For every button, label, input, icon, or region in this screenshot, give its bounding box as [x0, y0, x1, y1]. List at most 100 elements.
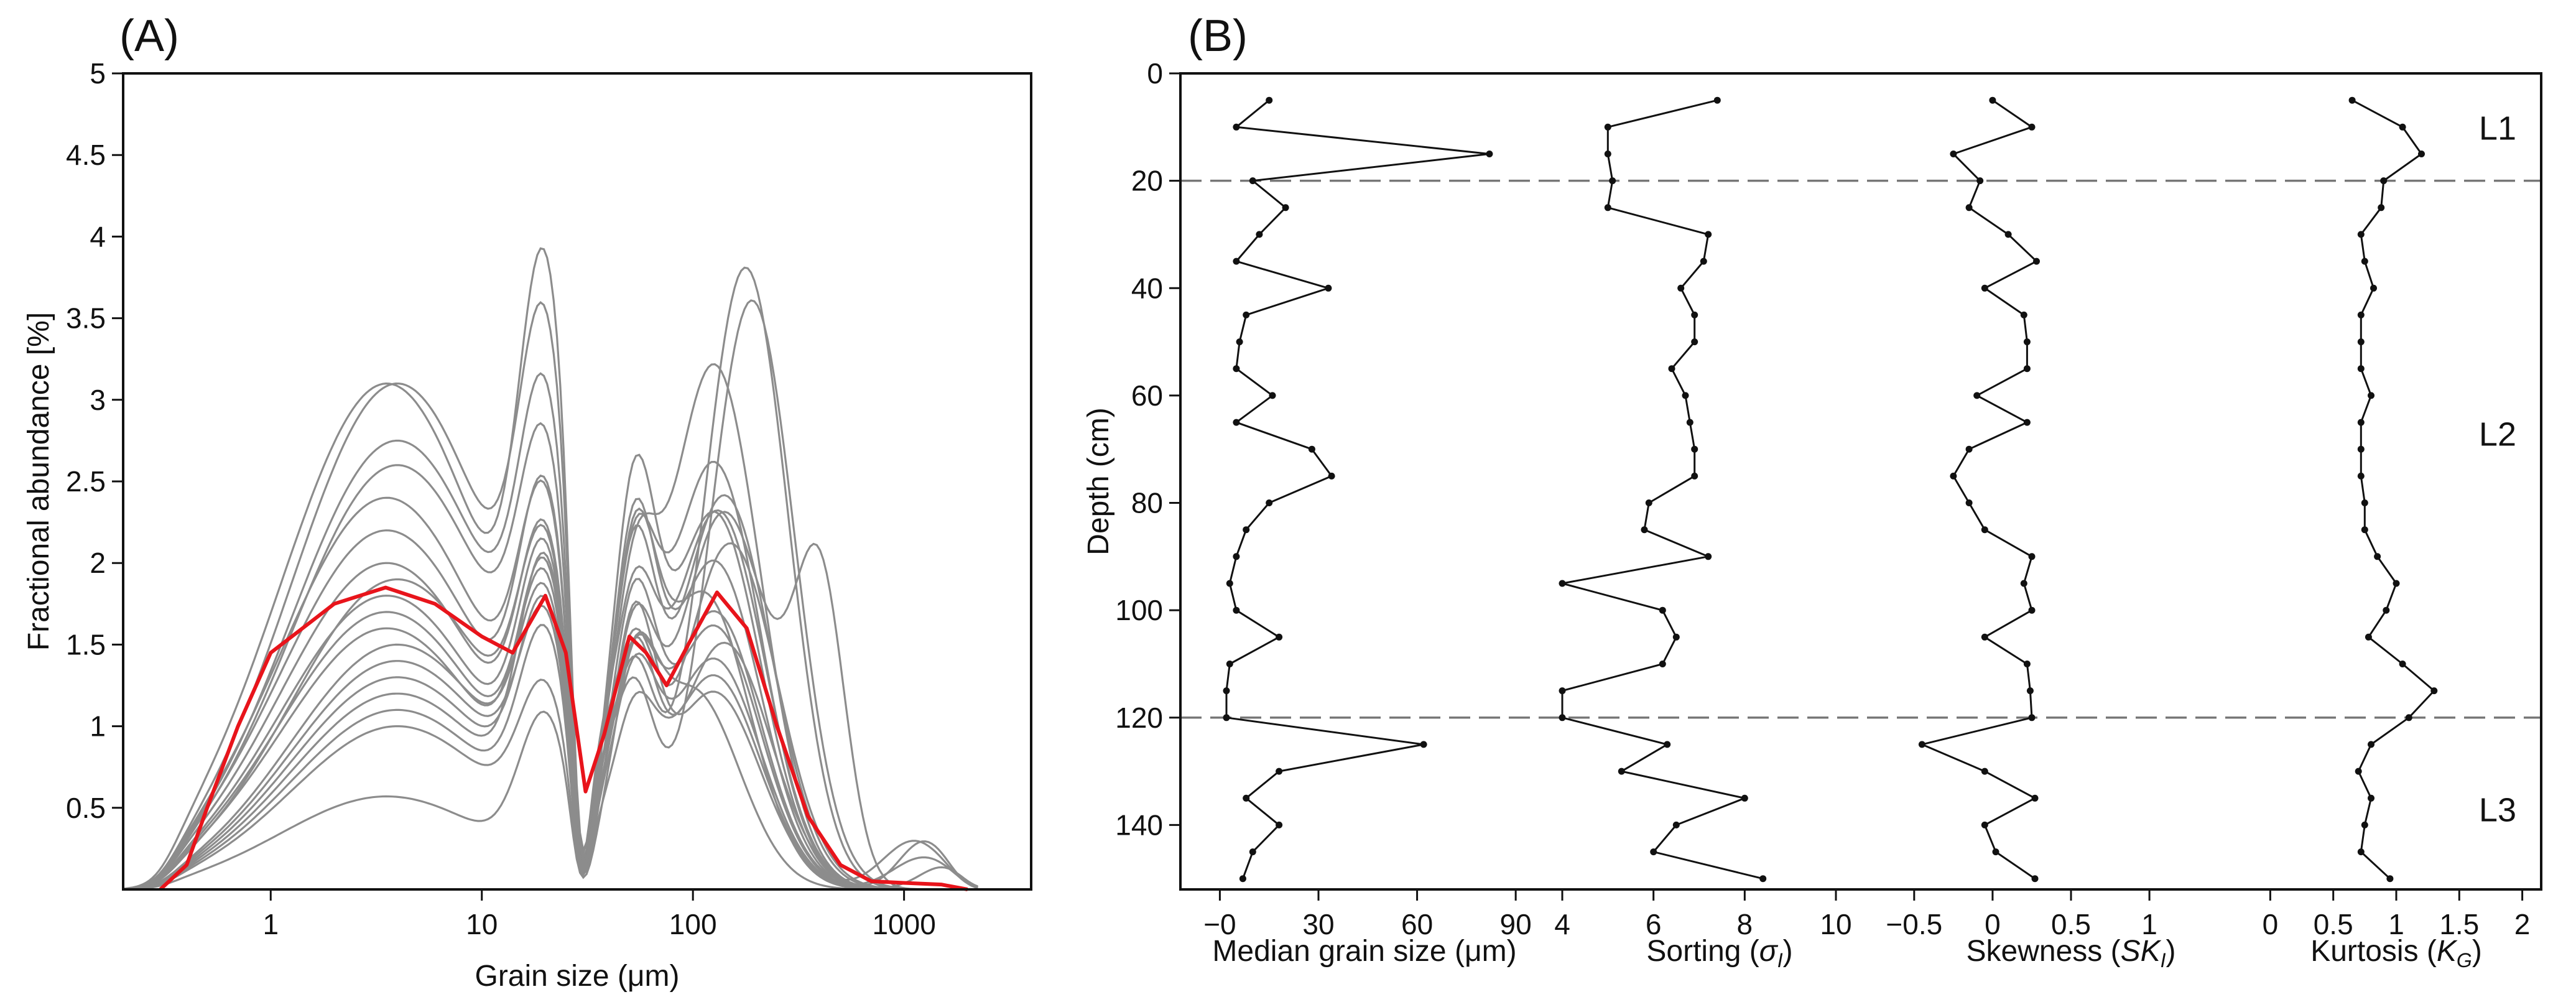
panel-a-frame: [122, 72, 1032, 891]
skewness-data-point: [1989, 96, 1996, 104]
skewness-data-point: [2028, 123, 2036, 131]
panel-b-depth-axis: 0 20 40 60 80 100 120 140: [1115, 57, 1180, 841]
sorting-data-point: [1691, 472, 1698, 480]
skewness-data-point: [2026, 687, 2034, 695]
kurtosis-data-point: [2368, 392, 2374, 399]
kurtosis-data-point: [2357, 419, 2365, 426]
layer-labels: L1 L2 L3: [2479, 109, 2516, 828]
kurtosis-data-point: [2357, 445, 2365, 453]
kurtosis-data-point: [2370, 284, 2377, 292]
kurtosis-data-point: [2357, 338, 2365, 346]
sorting-data-point: [1664, 741, 1671, 748]
kurtosis-data-point: [2357, 311, 2365, 318]
skewness-data-point: [2020, 580, 2027, 587]
kurtosis-x-tick-label: 1.5: [2439, 908, 2479, 940]
median-data-point: [1243, 311, 1250, 318]
kurtosis-data-point: [2386, 875, 2394, 883]
median-data-point: [1226, 580, 1233, 587]
median-axis-title: Median grain size (μm): [1212, 935, 1516, 968]
median-data-point: [1223, 687, 1230, 695]
skewness-data-point: [2023, 419, 2031, 426]
sorting-data-point: [1559, 580, 1566, 587]
sorting-data-point: [1609, 177, 1616, 185]
skewness-data-point: [2028, 606, 2036, 614]
kurtosis-data-point: [2361, 821, 2368, 828]
sorting-x-tick-label: 4: [1554, 908, 1570, 940]
median-data-point: [1236, 338, 1243, 346]
median-data-point: [1243, 794, 1250, 802]
median-data-point: [1249, 177, 1256, 185]
panel-a-y-tick-label: 3: [90, 384, 106, 416]
kurtosis-data-point: [2374, 553, 2381, 560]
median-data-point: [1269, 392, 1276, 399]
kurtosis-x-tick-label: 0.5: [2314, 908, 2353, 940]
sorting-data-point: [1604, 151, 1611, 157]
sorting-data-point: [1705, 553, 1712, 560]
kurtosis-data-point: [2430, 687, 2438, 695]
grain-size-curve-3: [123, 299, 978, 891]
median-data-point: [1256, 231, 1263, 238]
sorting-data-point: [1672, 633, 1680, 641]
skewness-data-point: [1976, 177, 1984, 185]
kurtosis-profile-line: [2351, 99, 2435, 879]
kurtosis-axis-title-symbol: K: [2437, 935, 2458, 968]
grain-size-curve-2: [123, 301, 978, 891]
skewness-data-point: [1992, 848, 1999, 856]
sorting-data-point: [1618, 768, 1625, 775]
kurtosis-data-point: [2361, 499, 2368, 506]
panel-b-y-axis-title: Depth (cm): [1082, 407, 1115, 555]
skewness-axis-title: Skewness (SKI): [1967, 935, 2176, 972]
sorting-data-point: [1759, 875, 1767, 883]
grain-size-curve-7: [123, 511, 978, 891]
skewness-data-point: [1965, 499, 1973, 506]
grain-size-curve-18: [123, 600, 978, 891]
kurtosis-data-point: [2378, 204, 2385, 211]
median-data-point: [1276, 768, 1283, 775]
sorting-data-point: [1641, 526, 1648, 534]
sorting-axis-title-subscript: I: [1777, 949, 1783, 972]
sorting-data-point: [1705, 231, 1712, 238]
skewness-axis-title-subscript: I: [2161, 949, 2166, 972]
skewness-data-point: [1950, 151, 1957, 157]
kurtosis-data-point: [2348, 96, 2356, 104]
median-x-tick-label: 90: [1500, 908, 1532, 940]
panel-a: (A) 0.5 1 1.5 2 2.5 3 3.5 4 4.5 5 1 10 100 1000 Grai…: [22, 11, 1032, 993]
median-data-point: [1266, 96, 1273, 104]
median-x-tick-label: 60: [1401, 908, 1433, 940]
panel-a-x-tick-label: 1000: [872, 908, 935, 940]
panel-a-y-axis: 0.5 1 1.5 2 2.5 3 3.5 4 4.5 5: [66, 57, 123, 824]
sorting-data-point: [1659, 661, 1666, 667]
panel-b-y-tick-label: 80: [1131, 487, 1163, 519]
kurtosis-data-point: [2357, 231, 2365, 238]
sorting-data-point: [1677, 284, 1685, 292]
skewness-data-point: [2028, 553, 2036, 560]
skewness-data-point: [1973, 392, 1981, 399]
kurtosis-data-point: [2361, 526, 2368, 534]
panel-b-y-tick-label: 20: [1131, 165, 1163, 197]
kurtosis-data-point: [2399, 123, 2406, 131]
sorting-data-point: [1682, 392, 1689, 399]
skewness-data-point: [2020, 311, 2027, 318]
skewness-data-point: [1981, 821, 1988, 828]
panel-b-y-tick-label: 60: [1131, 379, 1163, 412]
sorting-data-point: [1668, 365, 1675, 373]
skewness-data-point: [1981, 768, 1988, 775]
median-data-point: [1266, 499, 1273, 506]
sorting-axis-title-close: ): [1783, 935, 1793, 968]
kurtosis-axis-title-text: Kurtosis (: [2310, 935, 2437, 968]
skewness-data-point: [2031, 794, 2039, 802]
panel-a-y-tick-label: 5: [90, 57, 106, 90]
kurtosis-data-point: [2357, 472, 2365, 480]
kurtosis-data-point: [2368, 741, 2374, 748]
grain-size-curve-17: [123, 610, 978, 891]
grain-size-curve-4: [123, 266, 978, 891]
skewness-axis-title-text: Skewness (: [1967, 935, 2121, 968]
median-data-point: [1308, 445, 1315, 453]
median-x-tick-label: −0: [1203, 908, 1236, 940]
layer-boundaries: [1180, 179, 2541, 719]
kurtosis-data-point: [2383, 606, 2390, 614]
skewness-data-point: [1950, 472, 1957, 480]
sorting-data-point: [1650, 848, 1657, 856]
skewness-data-point: [2028, 714, 2036, 721]
